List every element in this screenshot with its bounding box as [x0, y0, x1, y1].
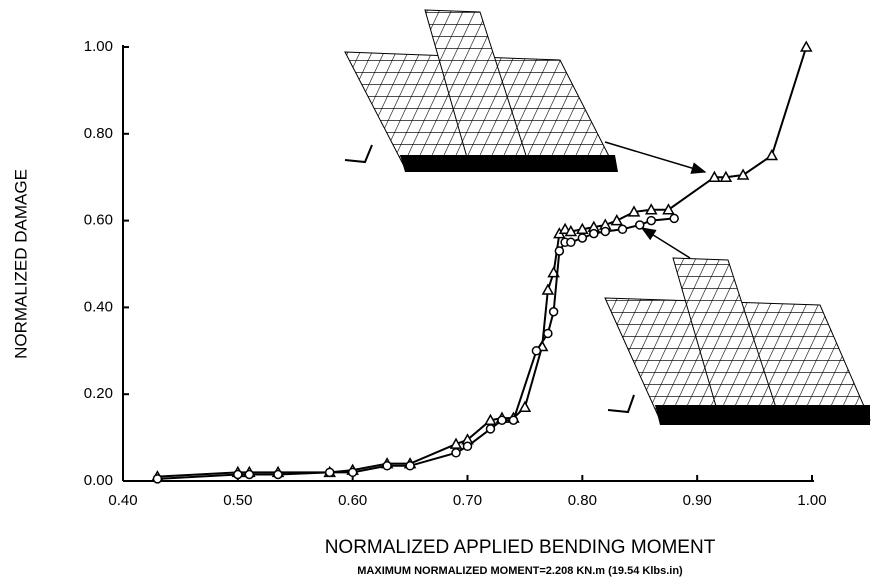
circle-marker: [550, 308, 558, 316]
y-tick-label: 0.20: [84, 385, 113, 402]
x-tick-label: 1.00: [797, 492, 826, 509]
circle-marker: [234, 470, 242, 478]
circle-marker: [452, 449, 460, 457]
circle-marker: [555, 247, 563, 255]
circle-marker: [670, 214, 678, 222]
triangle-marker: [767, 151, 777, 160]
circle-marker: [245, 470, 253, 478]
circle-marker: [498, 416, 506, 424]
y-tick-label: 0.80: [84, 125, 113, 142]
circle-marker: [647, 217, 655, 225]
circle-marker: [578, 234, 586, 242]
circle-marker: [406, 462, 414, 470]
circle-marker: [544, 329, 552, 337]
y-tick-label: 0.00: [84, 472, 113, 489]
subtitle: MAXIMUM NORMALIZED MOMENT=2.208 KN.m (19…: [357, 565, 683, 577]
arrow: [642, 228, 690, 258]
triangle-marker: [520, 402, 530, 411]
x-tick-label: 0.90: [683, 492, 712, 509]
circle-marker: [590, 230, 598, 238]
triangle-marker: [612, 216, 622, 225]
circle-marker: [532, 347, 540, 355]
x-tick-label: 0.50: [223, 492, 252, 509]
circle-marker: [383, 462, 391, 470]
chart: NORMALIZED APPLIED BENDING MOMENT MAXIMU…: [0, 0, 872, 583]
circle-marker: [509, 416, 517, 424]
mesh-illustration-top: [345, 10, 618, 172]
circle-marker: [464, 442, 472, 450]
mesh-illustration-bottom: [605, 258, 870, 425]
x-tick-label: 0.70: [453, 492, 482, 509]
y-tick-label: 0.40: [84, 298, 113, 315]
y-axis-label: NORMALIZED DAMAGE: [11, 169, 30, 359]
x-axis-label: NORMALIZED APPLIED BENDING MOMENT: [325, 537, 716, 558]
circle-marker: [349, 468, 357, 476]
circle-marker: [274, 470, 282, 478]
circle-marker: [486, 425, 494, 433]
circle-marker: [326, 468, 334, 476]
x-tick-label: 0.60: [338, 492, 367, 509]
circle-marker: [619, 225, 627, 233]
x-tick-label: 0.40: [108, 492, 137, 509]
circle-marker: [567, 238, 575, 246]
triangle-marker: [543, 285, 553, 294]
triangle-marker: [801, 42, 811, 51]
y-tick-label: 1.00: [84, 38, 113, 55]
series-line: [157, 218, 674, 478]
x-tick-label: 0.80: [568, 492, 597, 509]
circle-marker: [601, 227, 609, 235]
arrow: [605, 142, 705, 172]
circle-marker: [153, 475, 161, 483]
y-tick-label: 0.60: [84, 212, 113, 229]
circle-marker: [636, 221, 644, 229]
